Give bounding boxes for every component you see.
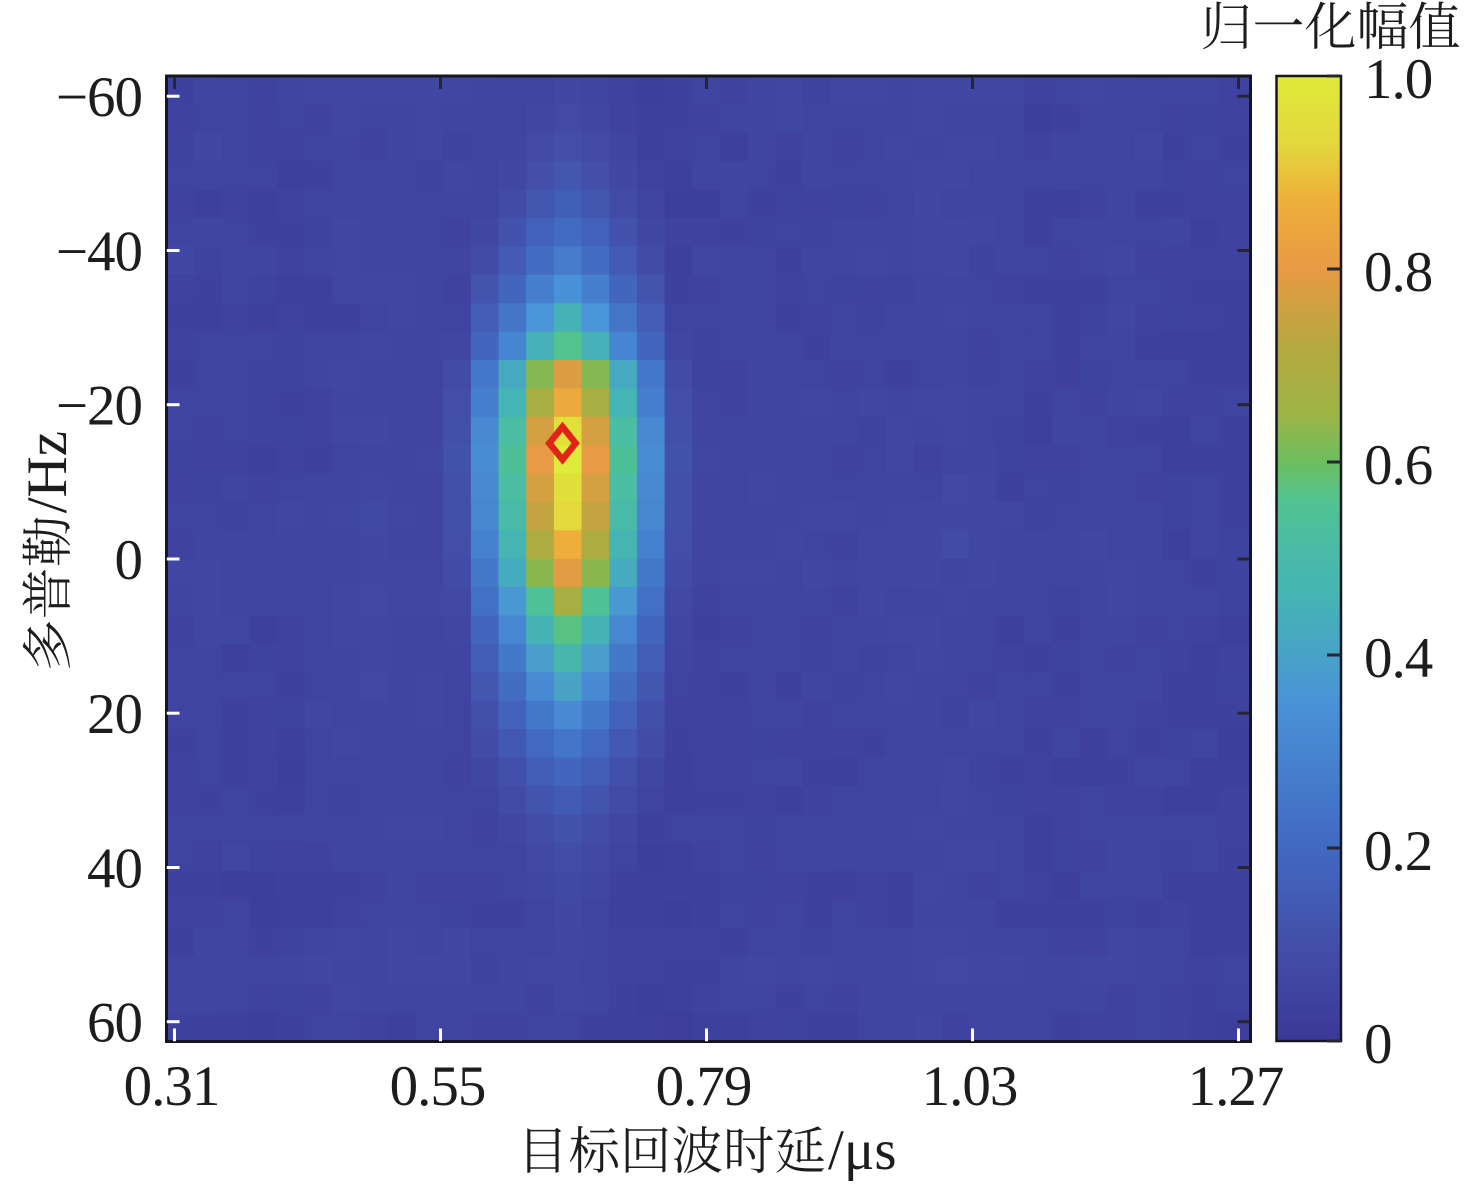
svg-text:−20: −20 [56, 375, 142, 438]
svg-text:0.31: 0.31 [124, 1055, 220, 1118]
svg-text:−40: −40 [56, 221, 142, 284]
svg-text:0.79: 0.79 [656, 1055, 752, 1118]
svg-text:0: 0 [1364, 1013, 1392, 1076]
svg-text:0: 0 [115, 529, 143, 592]
svg-text:0.55: 0.55 [390, 1055, 486, 1118]
svg-text:1.27: 1.27 [1188, 1055, 1284, 1118]
svg-text:/μs: /μs [828, 1119, 897, 1182]
svg-text:−60: −60 [56, 66, 142, 129]
svg-text:1.0: 1.0 [1364, 48, 1432, 111]
svg-text:/Hz: /Hz [16, 431, 79, 513]
svg-text:40: 40 [87, 838, 142, 901]
svg-text:20: 20 [87, 683, 142, 746]
svg-text:0.2: 0.2 [1364, 820, 1432, 883]
svg-text:0.6: 0.6 [1364, 434, 1432, 497]
svg-text:0.8: 0.8 [1364, 241, 1432, 304]
svg-text:0.4: 0.4 [1364, 627, 1433, 690]
svg-text:60: 60 [87, 992, 142, 1055]
svg-text:1.03: 1.03 [922, 1055, 1018, 1118]
